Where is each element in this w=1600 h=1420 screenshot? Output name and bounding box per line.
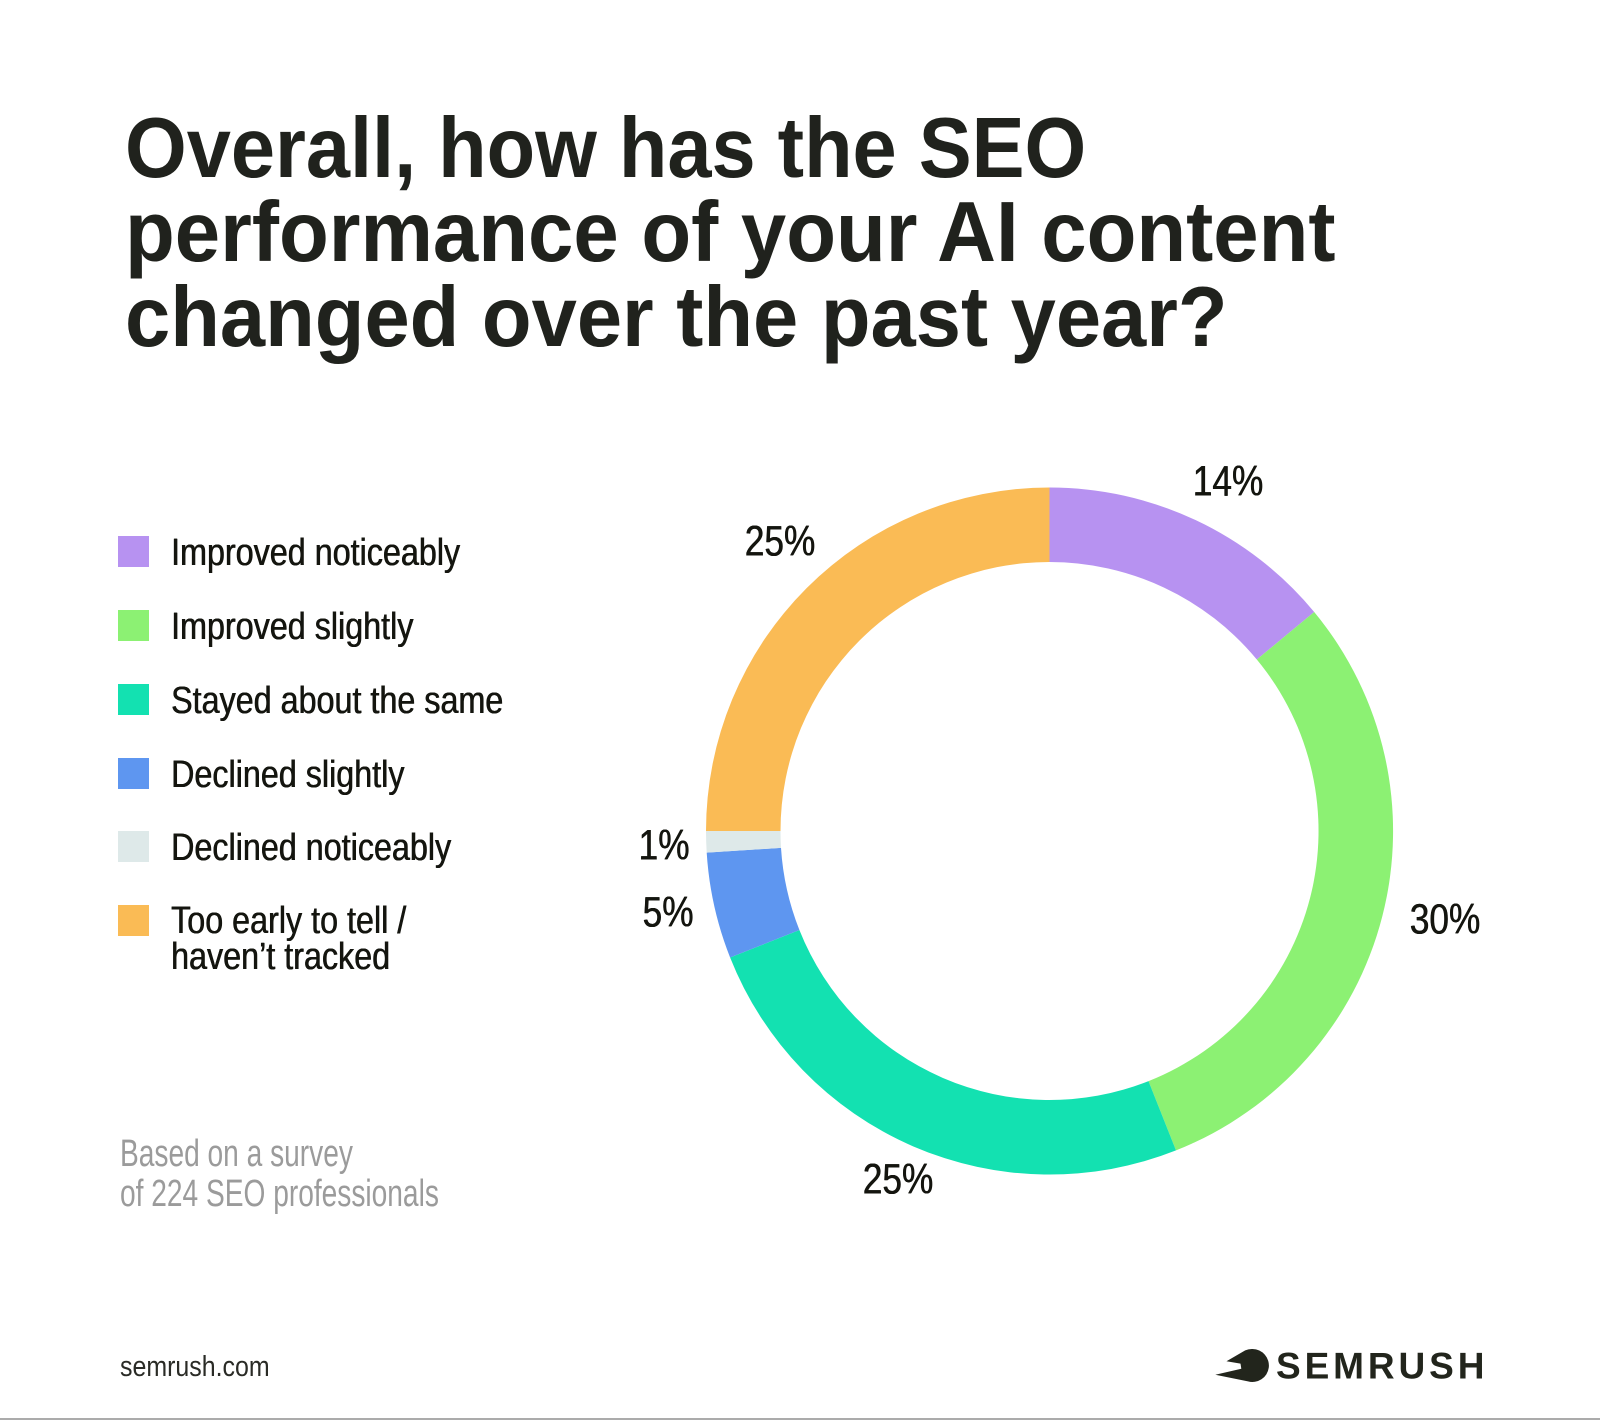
svg-text:SEMRUSH: SEMRUSH: [1276, 1346, 1488, 1387]
